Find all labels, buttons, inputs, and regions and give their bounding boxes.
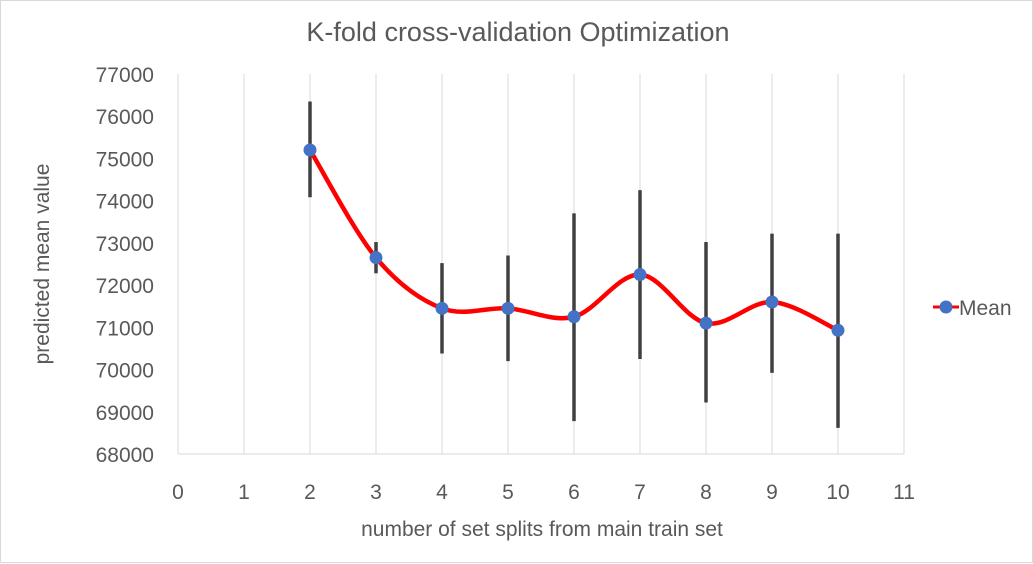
y-tick-label: 69000 <box>96 402 154 425</box>
data-point <box>765 295 779 309</box>
y-tick-label: 71000 <box>96 317 154 340</box>
legend: Mean <box>933 297 1012 320</box>
x-tick-label: 3 <box>370 481 382 504</box>
tick-labels: 0 1 2 3 4 5 6 7 8 9 10 11 68000 69000 70000 71000 72000 7… <box>96 64 915 504</box>
data-point <box>699 316 713 330</box>
data-point <box>303 143 317 157</box>
y-tick-label: 75000 <box>96 148 154 171</box>
y-tick-label: 76000 <box>96 106 154 129</box>
x-tick-label: 1 <box>238 481 250 504</box>
data-point <box>831 323 845 337</box>
y-tick-label: 73000 <box>96 233 154 256</box>
data-point <box>633 268 647 282</box>
x-tick-label: 2 <box>304 481 316 504</box>
y-axis-title: predicted mean value <box>31 164 54 365</box>
legend-marker <box>939 300 953 314</box>
x-tick-label: 6 <box>568 481 580 504</box>
axes <box>177 74 904 455</box>
chart-title: K-fold cross-validation Optimization <box>306 17 729 47</box>
x-tick-label: 11 <box>893 481 915 504</box>
y-tick-label: 74000 <box>96 191 154 214</box>
data-point <box>567 310 581 324</box>
data-points <box>303 143 845 337</box>
data-point <box>435 301 449 315</box>
y-tick-label: 72000 <box>96 275 154 298</box>
data-point <box>369 251 383 265</box>
data-point <box>501 301 515 315</box>
y-tick-label: 68000 <box>96 444 154 467</box>
x-tick-label: 5 <box>502 481 514 504</box>
y-tick-label: 70000 <box>96 360 154 383</box>
x-tick-label: 9 <box>766 481 778 504</box>
x-tick-label: 4 <box>436 481 448 504</box>
x-axis-title: number of set splits from main train set <box>361 518 723 541</box>
x-tick-label: 10 <box>826 481 849 504</box>
x-tick-label: 8 <box>700 481 712 504</box>
x-tick-label: 0 <box>172 481 184 504</box>
x-tick-label: 7 <box>634 481 646 504</box>
legend-label-mean: Mean <box>959 297 1012 320</box>
y-tick-label: 77000 <box>96 64 154 87</box>
